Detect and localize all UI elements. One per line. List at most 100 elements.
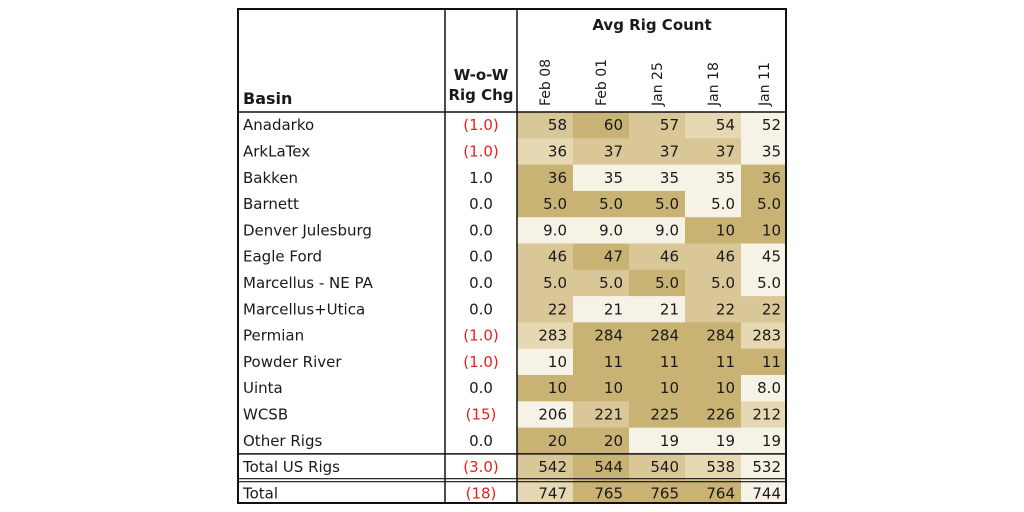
value-cell-bg: [573, 138, 629, 166]
value-cell-bg: [629, 138, 685, 166]
value-cell-bg: [573, 296, 629, 323]
basin-label: Barnett: [243, 195, 299, 213]
rig-count-value: 37: [716, 142, 735, 160]
wow-change-value: (18): [466, 484, 497, 502]
rig-count-value: 5.0: [655, 195, 679, 213]
value-cell-bg: [573, 348, 629, 376]
value-cell-bg: [685, 243, 741, 271]
rig-count-value: 35: [762, 142, 781, 160]
rig-count-value: 35: [716, 169, 735, 187]
rig-count-value: 21: [660, 300, 679, 318]
value-cell-bg: [517, 138, 573, 166]
wow-change-value: 0.0: [469, 432, 493, 450]
value-cell-bg: [517, 112, 573, 139]
basin-label: Total US Rigs: [242, 458, 340, 476]
value-cell-bg: [517, 217, 573, 244]
rig-count-value: 20: [548, 432, 567, 450]
value-cell-bg: [741, 164, 787, 192]
month-header: Feb 08: [538, 59, 554, 106]
basin-label: WCSB: [243, 405, 288, 423]
wow-change-value: (1.0): [463, 353, 499, 371]
value-cell-bg: [517, 190, 573, 218]
basin-label: Total: [242, 484, 278, 502]
rig-count-value: 10: [548, 379, 567, 397]
rig-count-value: 5.0: [711, 274, 735, 292]
value-cell-bg: [573, 164, 629, 192]
value-cell-bg: [517, 427, 573, 455]
value-cell-bg: [517, 164, 573, 192]
month-header: Jan 18: [706, 62, 722, 107]
value-cell-bg: [741, 190, 787, 218]
rig-count-value: 47: [604, 248, 623, 266]
rig-count-value: 5.0: [757, 274, 781, 292]
value-cell-bg: [573, 112, 629, 139]
rig-count-value: 532: [752, 458, 781, 476]
rig-count-value: 57: [660, 116, 679, 134]
rig-count-value: 36: [548, 169, 567, 187]
value-cell-bg: [573, 190, 629, 218]
rig-count-value: 46: [548, 248, 567, 266]
value-cell-bg: [517, 322, 573, 350]
value-cell-bg: [685, 164, 741, 192]
rig-count-value: 284: [650, 327, 679, 345]
value-cell-bg: [741, 348, 787, 376]
value-cell-bg: [573, 427, 629, 455]
value-cell-bg: [629, 296, 685, 323]
value-cell-bg: [741, 427, 787, 455]
rig-count-value: 206: [538, 405, 567, 423]
wow-change-value: 0.0: [469, 195, 493, 213]
wow-change-value: 1.0: [469, 169, 493, 187]
value-cell-bg: [685, 401, 741, 429]
value-cell-bg: [573, 453, 629, 481]
rig-count-value: 54: [716, 116, 735, 134]
value-cell-bg: [685, 112, 741, 139]
basin-label: Marcellus+Utica: [243, 300, 365, 318]
rig-count-value: 747: [538, 484, 567, 502]
value-cell-bg: [741, 453, 787, 481]
value-cell-bg: [629, 243, 685, 271]
value-cell-bg: [517, 243, 573, 271]
rig-count-value: 764: [706, 484, 735, 502]
avg-rig-count-header: Avg Rig Count: [592, 16, 711, 34]
value-cell-bg: [685, 427, 741, 455]
value-cell-bg: [629, 164, 685, 192]
rig-count-value: 37: [604, 142, 623, 160]
value-cell-bg: [517, 480, 573, 504]
value-cell-bg: [517, 269, 573, 297]
basin-label: Uinta: [243, 379, 283, 397]
rig-count-value: 52: [762, 116, 781, 134]
value-cell-bg: [517, 296, 573, 323]
rig-count-value: 11: [716, 353, 735, 371]
value-cell-bg: [685, 269, 741, 297]
wow-header-line1: W-o-W: [454, 66, 509, 84]
rig-count-value: 36: [548, 142, 567, 160]
rig-count-value: 5.0: [599, 195, 623, 213]
rig-count-value: 35: [660, 169, 679, 187]
value-cell-bg: [685, 217, 741, 244]
value-cell-bg: [741, 217, 787, 244]
value-cell-bg: [685, 322, 741, 350]
wow-change-value: (1.0): [463, 142, 499, 160]
rig-count-value: 8.0: [757, 379, 781, 397]
rig-count-value: 19: [762, 432, 781, 450]
value-cell-bg: [741, 243, 787, 271]
rig-count-value: 284: [594, 327, 623, 345]
rig-count-table: Basin W-o-W Rig Chg Avg Rig Count Feb 08 Feb …: [237, 8, 787, 504]
rig-count-value: 5.0: [599, 274, 623, 292]
value-cell-bg: [573, 269, 629, 297]
rig-count-value: 19: [660, 432, 679, 450]
rig-count-value: 9.0: [543, 221, 567, 239]
rig-count-value: 540: [650, 458, 679, 476]
value-cell-bg: [629, 269, 685, 297]
rig-count-value: 22: [716, 300, 735, 318]
basin-label: Powder River: [243, 353, 342, 371]
value-cell-bg: [741, 138, 787, 166]
basin-header: Basin: [243, 89, 292, 108]
wow-change-value: 0.0: [469, 221, 493, 239]
wow-change-value: (1.0): [463, 116, 499, 134]
rig-count-value: 22: [548, 300, 567, 318]
rig-count-value: 10: [762, 221, 781, 239]
value-cell-bg: [741, 401, 787, 429]
rig-count-value: 60: [604, 116, 623, 134]
value-cell-bg: [573, 322, 629, 350]
